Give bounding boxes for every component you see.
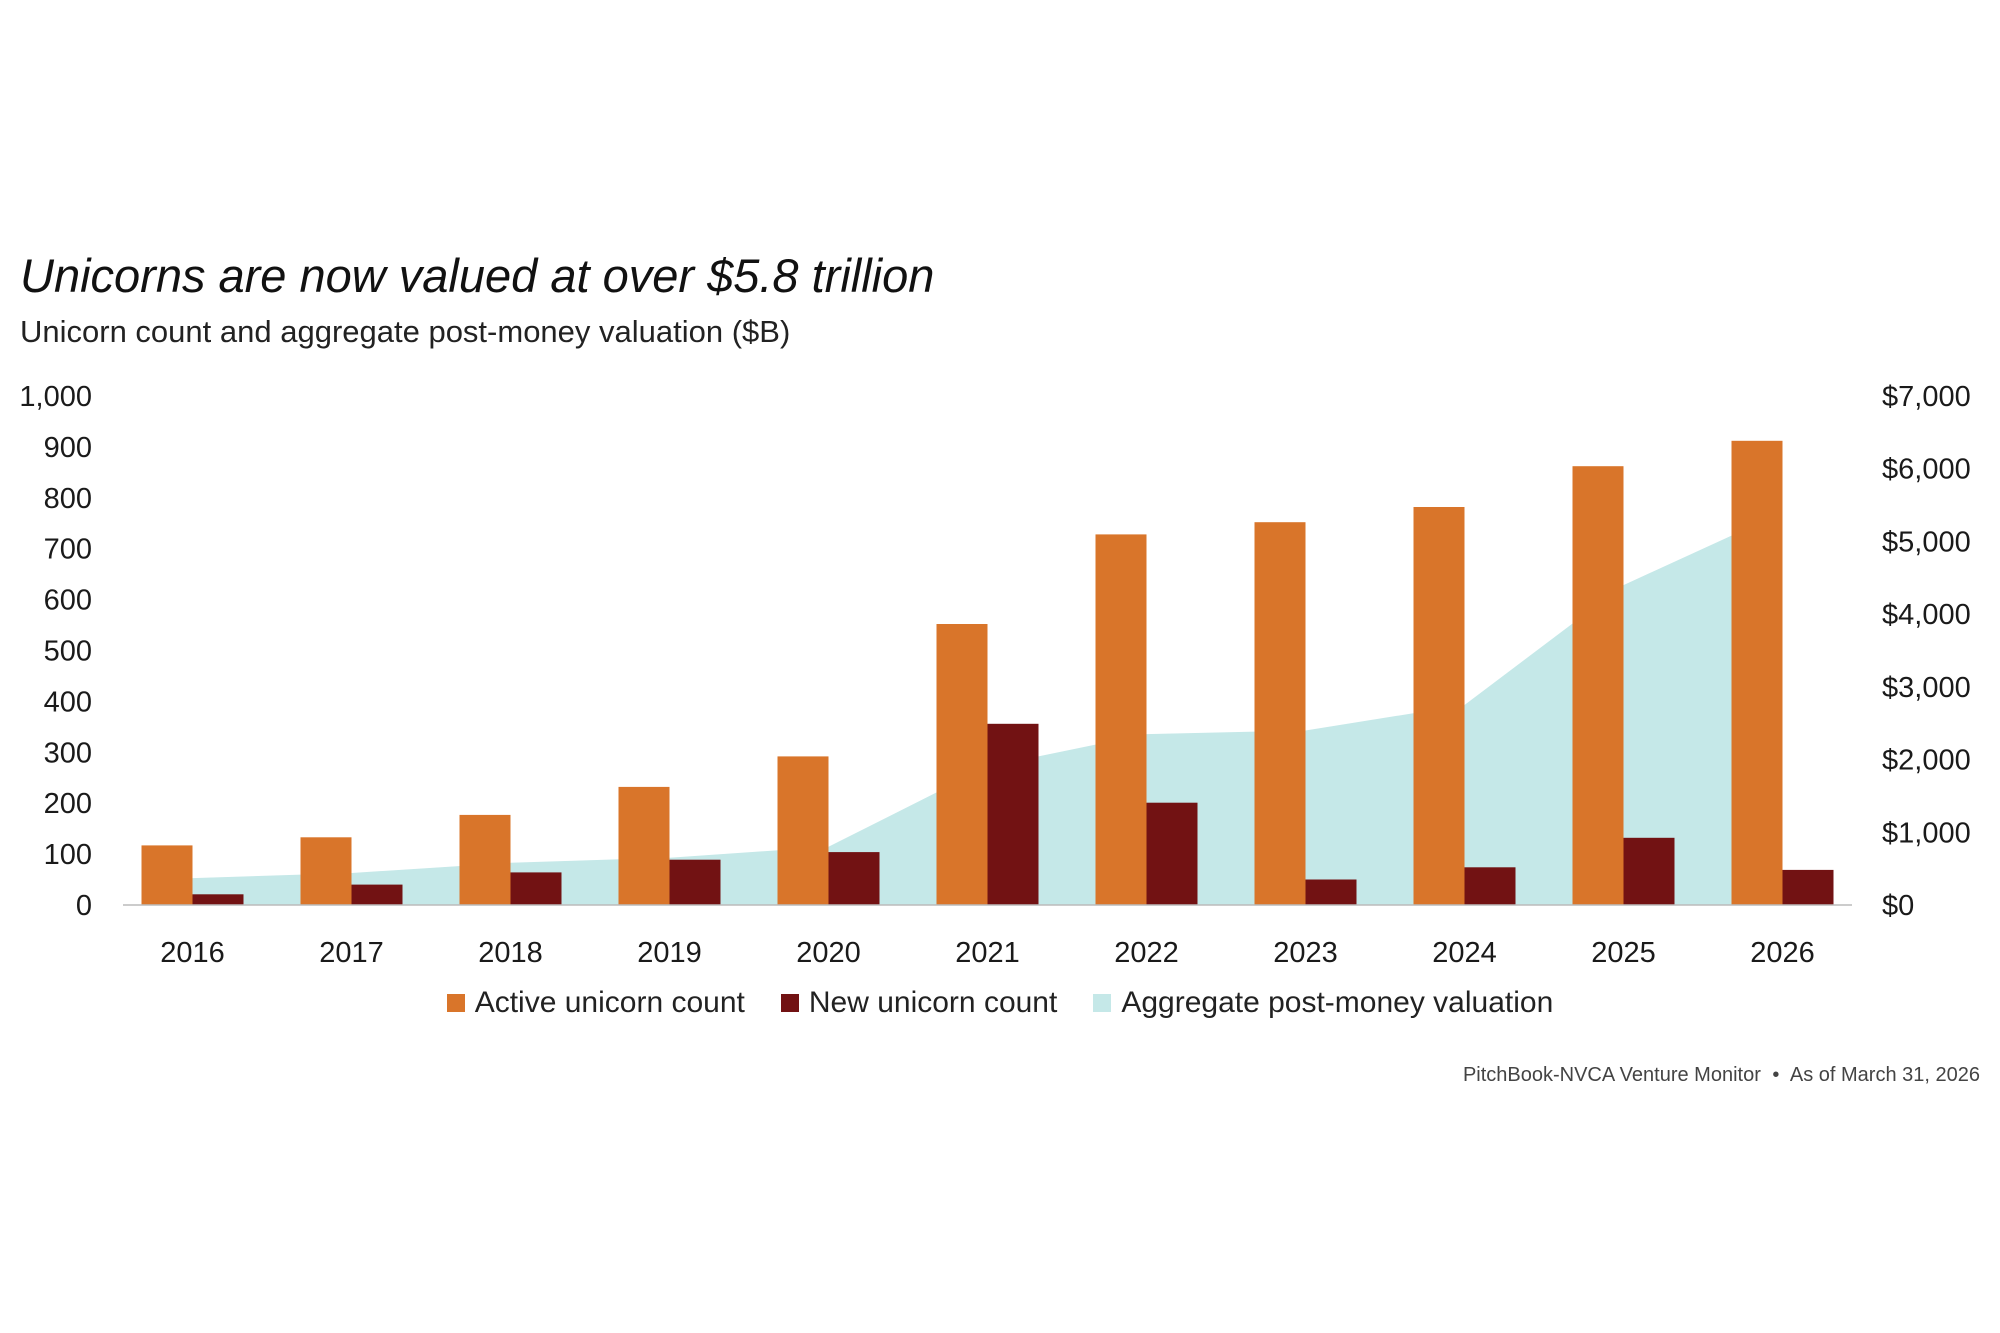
legend-swatch-new (780, 994, 799, 1012)
chart-title: Unicorns are now valued at over $5.8 tri… (20, 249, 935, 302)
chart-subtitle: Unicorn count and aggregate post-money v… (20, 314, 791, 349)
x-tick-2016: 2016 (160, 937, 225, 969)
bar-new-2016 (192, 894, 244, 905)
x-tick-2023: 2023 (1273, 937, 1338, 969)
as-of-date: As of March 31, 2026 (1789, 1064, 1980, 1086)
legend-swatch-valuation (1093, 994, 1112, 1012)
y-right-tick-4: $4,000 (1882, 599, 1971, 631)
legend-item-valuation: Aggregate post-money valuation (1093, 986, 1553, 1020)
x-tick-2018: 2018 (478, 937, 543, 969)
source-separator: • (1772, 1064, 1780, 1086)
y-left-tick-2: 200 (44, 788, 92, 820)
y-left-tick-5: 500 (44, 636, 92, 668)
bar-active-2016 (141, 845, 193, 905)
y-left-tick-1: 100 (44, 839, 92, 871)
legend-label-valuation: Aggregate post-money valuation (1121, 986, 1554, 1019)
bar-active-2021 (936, 624, 988, 905)
y-right-tick-5: $5,000 (1882, 526, 1971, 558)
y-left-tick-4: 400 (44, 686, 92, 718)
bar-active-2023 (1254, 522, 1306, 905)
valuation-area (192, 512, 1783, 905)
legend-swatch-active (446, 994, 465, 1012)
bar-active-2017 (300, 837, 352, 905)
y-left-tick-9: 900 (44, 432, 92, 464)
bar-new-2018 (510, 872, 562, 905)
source-note: PitchBook-NVCA Venture Monitor • As of M… (1463, 1064, 1980, 1087)
x-tick-2026: 2026 (1750, 937, 1815, 969)
y-right-tick-7: $7,000 (1882, 381, 1971, 413)
y-left-tick-3: 300 (44, 737, 92, 769)
y-left-tick-0: 0 (76, 890, 92, 922)
x-tick-2020: 2020 (796, 937, 861, 969)
bar-active-2025 (1572, 466, 1624, 905)
y-left-tick-6: 600 (44, 585, 92, 617)
y-left-tick-7: 700 (44, 534, 92, 566)
bar-active-2024 (1413, 507, 1465, 905)
bar-active-2020 (777, 756, 829, 905)
y-right-tick-6: $6,000 (1882, 454, 1971, 486)
x-tick-2019: 2019 (637, 937, 702, 969)
bar-new-2017 (351, 884, 403, 905)
x-tick-2017: 2017 (319, 937, 384, 969)
x-tick-2022: 2022 (1114, 937, 1179, 969)
bar-new-2022 (1146, 802, 1198, 905)
x-tick-2025: 2025 (1591, 937, 1656, 969)
legend-label-new: New unicorn count (808, 986, 1058, 1019)
bar-new-2019 (669, 859, 721, 905)
legend-label-active: Active unicorn count (474, 986, 745, 1019)
bar-active-2019 (618, 786, 670, 905)
combo-chart: 2016 2017 2018 2019 2020 2021 2022 2023 2024 2025… (19, 381, 1971, 969)
y-right-tick-1: $1,000 (1882, 817, 1971, 849)
bar-new-2024 (1464, 867, 1516, 905)
bar-new-2021 (987, 723, 1039, 905)
x-tick-2021: 2021 (955, 937, 1020, 969)
y-left-tick-8: 800 (44, 483, 92, 515)
y-left-tick-10: 1,000 (19, 381, 92, 413)
bar-new-2025 (1623, 837, 1675, 905)
bar-active-2026 (1731, 440, 1783, 905)
y-right-tick-0: $0 (1882, 890, 1914, 922)
legend-item-active: Active unicorn count (446, 986, 745, 1020)
y-right-tick-2: $2,000 (1882, 745, 1971, 777)
bar-new-2020 (828, 852, 880, 905)
bar-new-2026 (1782, 869, 1834, 905)
bar-active-2022 (1095, 534, 1147, 905)
x-tick-2024: 2024 (1432, 937, 1497, 969)
bar-active-2018 (459, 814, 511, 905)
chart-legend: Active unicorn count New unicorn count A… (0, 986, 2000, 1020)
legend-item-new: New unicorn count (780, 986, 1058, 1020)
source-name: PitchBook-NVCA Venture Monitor (1462, 1064, 1761, 1086)
y-right-tick-3: $3,000 (1882, 672, 1971, 704)
bar-new-2023 (1305, 879, 1357, 905)
